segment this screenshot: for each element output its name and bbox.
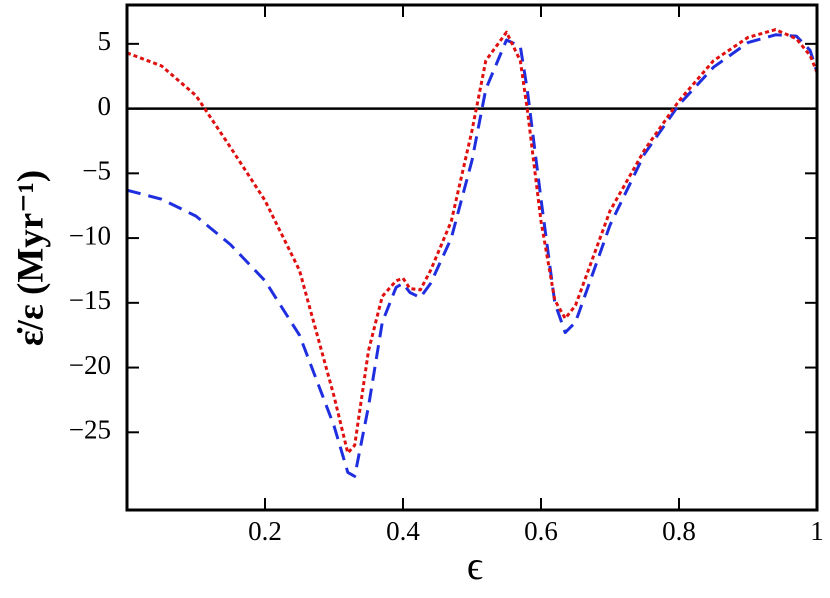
- y-tick-label: −20: [69, 350, 111, 380]
- x-axis-label: ϵ: [467, 543, 483, 588]
- x-tick-label: 0.6: [524, 516, 558, 546]
- y-tick-label: −5: [82, 156, 111, 186]
- x-tick-label: 1: [810, 516, 824, 546]
- x-tick-label: 0.8: [662, 516, 696, 546]
- data-line: [126, 33, 819, 478]
- x-tick-label: 0.2: [248, 516, 282, 546]
- y-tick-label: 5: [98, 26, 112, 56]
- data-line: [126, 28, 819, 455]
- y-tick-label: −15: [69, 285, 111, 315]
- plot-frame: [125, 3, 819, 512]
- y-tick-label: −10: [69, 220, 111, 250]
- y-tick-label: 0: [98, 91, 112, 121]
- x-tick-label: 0.4: [386, 516, 420, 546]
- y-axis-label: ε̇/ε (Myr⁻¹): [10, 170, 51, 346]
- y-tick-label: −25: [69, 415, 111, 445]
